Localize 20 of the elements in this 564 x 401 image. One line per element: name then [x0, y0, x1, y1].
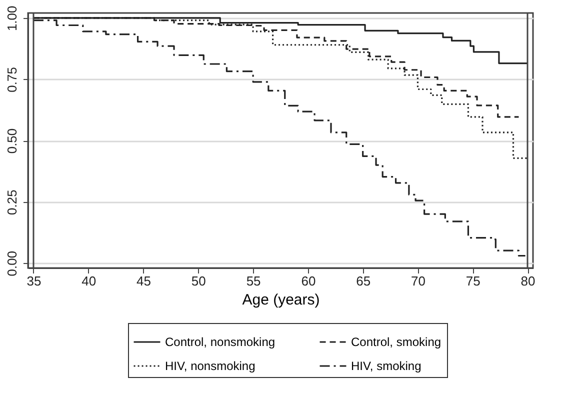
x-tick-label: 55 — [246, 274, 261, 288]
y-tick-label: 0.25 — [4, 190, 20, 215]
x-tick-label: 70 — [410, 274, 426, 288]
x-tick-label: 60 — [301, 274, 316, 288]
x-axis-title: Age (years) — [242, 292, 320, 308]
x-tick-label: 35 — [26, 274, 42, 288]
x-tick-label: 80 — [520, 274, 536, 288]
legend-label: HIV, smoking — [351, 359, 422, 373]
x-tick-label: 40 — [82, 274, 96, 288]
y-tick-label: 1.00 — [4, 6, 20, 32]
legend-label: Control, nonsmoking — [165, 335, 276, 349]
y-tick-label: 0.00 — [4, 250, 20, 276]
x-tick-label: 75 — [466, 274, 480, 288]
legend-label: Control, smoking — [351, 335, 442, 349]
x-tick-label: 50 — [191, 274, 206, 288]
legend-label: HIV, nonsmoking — [165, 359, 256, 373]
x-tick-label: 65 — [356, 274, 371, 288]
y-tick-label: 0.75 — [4, 67, 20, 92]
y-tick-label: 0.50 — [4, 128, 20, 154]
x-tick-label: 45 — [136, 274, 152, 288]
